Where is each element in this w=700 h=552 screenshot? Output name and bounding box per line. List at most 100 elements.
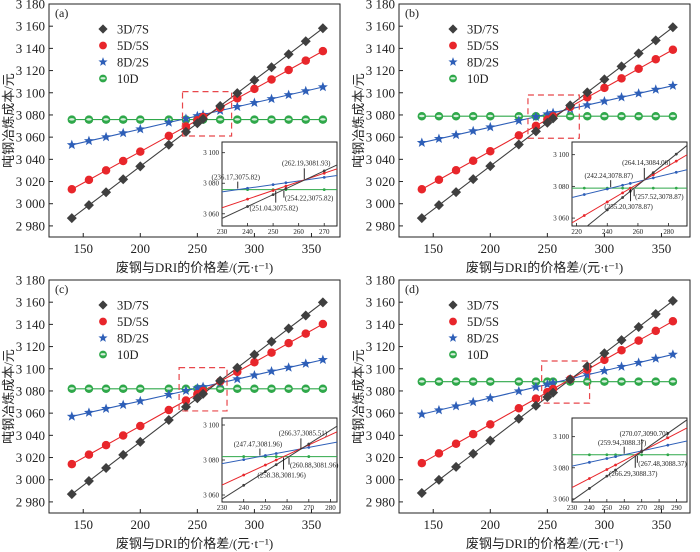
inset-x-tick-label: 250 — [268, 228, 279, 236]
series-markers-5d-5s — [417, 45, 678, 194]
data-point — [416, 488, 427, 499]
inset-y-tick-label: 3 060 — [553, 215, 569, 223]
data-point-shine — [618, 380, 625, 383]
data-point — [668, 317, 678, 326]
inset-annotation-label: (254.22,3075.82) — [285, 195, 334, 203]
data-point — [600, 111, 609, 121]
y-tick-label: 3 000 — [16, 472, 45, 487]
inset-annotation-label: (264.14,3084.06) — [622, 159, 671, 167]
inset-annotation-label: (267.48,3088.37) — [638, 460, 687, 468]
y-tick-label: 3 100 — [16, 361, 45, 376]
inset-x-tick-label: 240 — [602, 228, 613, 236]
data-point-shine — [251, 118, 258, 121]
chart-svg-c: 2 980 3 000 3 020 3 040 3 060 3 080 3 100 3 120… — [1, 276, 341, 551]
data-point-shine — [601, 114, 608, 118]
data-point — [651, 377, 661, 386]
inset-annotation-label: (258.38,3081.96) — [257, 472, 306, 480]
inset-data-point — [582, 214, 586, 217]
plot-frame — [398, 3, 691, 238]
legend-label: 5D/5S — [467, 315, 499, 329]
x-tick-label: 300 — [245, 241, 265, 256]
inset-x-tick-label: 270 — [304, 504, 315, 512]
legend-label: 5D/5S — [117, 39, 149, 53]
y-axis-title: 吨钢冶炼成本/元 — [351, 73, 366, 168]
legend-marker-8d-2s — [98, 57, 108, 66]
inset-data-point — [666, 453, 670, 457]
data-point — [531, 394, 541, 403]
data-point — [84, 115, 94, 124]
legend-label: 5D/5S — [467, 39, 499, 53]
data-point-shine — [320, 118, 326, 121]
legend-marker-5d-5s — [449, 41, 457, 50]
legend-label: 8D/2S — [117, 332, 149, 346]
data-point — [417, 111, 427, 121]
data-point — [318, 115, 328, 124]
x-tick-label: 300 — [595, 241, 615, 256]
x-tick-label: 250 — [188, 241, 208, 256]
data-point-shine — [635, 114, 642, 118]
y-tick-label: 3 140 — [16, 317, 45, 332]
inset-y-tick-label: 3 060 — [203, 492, 219, 500]
inset-data-point — [271, 183, 275, 187]
inset-x-tick-label: 270 — [319, 228, 330, 236]
data-point — [284, 338, 293, 348]
data-point-shine — [234, 118, 241, 121]
data-point — [600, 83, 609, 93]
zoom-region-box — [178, 367, 228, 412]
inset-annotation-label: (255.20,3078.87) — [604, 203, 653, 211]
y-tick-label: 3 180 — [366, 276, 395, 288]
inset-annotation-label: (242.24,3078.87) — [584, 172, 633, 180]
inset-data-point — [674, 152, 678, 156]
x-tick-label: 200 — [481, 241, 501, 256]
y-tick-label: 3 080 — [366, 107, 395, 122]
inset-data-point — [674, 170, 678, 174]
x-tick-label: 350 — [302, 241, 322, 256]
x-tick-label: 350 — [652, 241, 672, 256]
legend-marker-8d-2s — [98, 333, 108, 342]
data-point — [101, 115, 111, 124]
data-point — [266, 366, 277, 376]
inset-x-tick-label: 260 — [293, 228, 304, 236]
data-point — [232, 101, 243, 111]
data-point — [301, 329, 311, 338]
data-point — [300, 310, 311, 321]
data-point — [301, 384, 311, 394]
x-axis-title: 废钢与DRI的价格差/(元·t⁻¹) — [116, 260, 273, 275]
inset-y-tick-label: 3 080 — [203, 180, 219, 188]
data-point — [317, 81, 328, 92]
data-point — [433, 133, 444, 144]
chart-panel-b: 2 980 3 000 3 020 3 040 3 060 3 080 3 100 3 120… — [350, 0, 700, 276]
legend-marker-5d-5s — [99, 317, 107, 326]
data-point — [531, 121, 541, 131]
data-point — [668, 377, 678, 386]
data-point — [582, 87, 593, 98]
data-point-shine — [487, 380, 494, 383]
inset-data-point — [674, 159, 678, 163]
data-point-shine — [166, 387, 172, 390]
inset-series-line — [222, 425, 337, 500]
inset-data-point — [274, 455, 278, 458]
data-point — [283, 323, 294, 334]
inset-x-tick-label: 250 — [602, 504, 613, 512]
data-point — [434, 377, 444, 386]
data-point — [266, 62, 277, 73]
plot-frame — [48, 3, 341, 238]
data-point-shine — [635, 380, 642, 383]
data-point — [451, 129, 462, 140]
inset-chart: 3 060 3 080 3 100 230 240 250 260 270 280 (247.47… — [203, 417, 339, 512]
panel-label: (d) — [405, 282, 419, 296]
x-tick-label: 200 — [481, 517, 501, 532]
legend-label: 3D/7S — [467, 23, 499, 37]
y-axis-title: 吨钢冶炼成本/元 — [351, 349, 366, 444]
chart-panel-a: 2 980 3 000 3 020 3 040 3 060 3 080 3 100 3 120… — [0, 0, 350, 276]
x-tick-label: 300 — [245, 517, 265, 532]
data-point-shine — [436, 114, 442, 118]
y-tick-label: 3 100 — [16, 85, 45, 100]
inset-x-tick-label: 230 — [217, 504, 228, 512]
data-point — [266, 336, 277, 347]
data-point — [317, 23, 328, 34]
data-point — [118, 431, 128, 440]
y-tick-label: 3 060 — [16, 130, 45, 145]
data-point — [101, 166, 111, 175]
data-point — [83, 476, 94, 487]
